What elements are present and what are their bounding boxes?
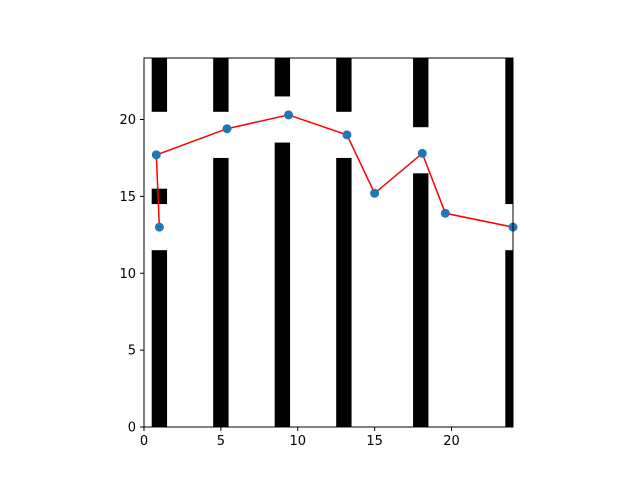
obstacle-bar-0 — [151, 250, 168, 427]
obstacle-bar-2 — [151, 58, 168, 112]
x-tick-label-0: 0 — [140, 434, 148, 449]
x-tick-label-10: 10 — [289, 434, 306, 449]
waypoint-marker-7 — [440, 208, 450, 218]
waypoint-marker-5 — [370, 188, 380, 198]
obstacle-bar-11 — [505, 250, 513, 427]
waypoint-marker-4 — [342, 130, 352, 140]
points-layer — [151, 110, 518, 232]
x-tick-label-20: 20 — [443, 434, 460, 449]
waypoint-marker-0 — [151, 150, 161, 160]
obstacle-bar-3 — [213, 157, 229, 427]
obstacle-bar-1 — [151, 188, 168, 205]
obstacle-bar-10 — [413, 58, 429, 128]
waypoint-marker-6 — [417, 148, 427, 158]
axes-frame — [143, 57, 514, 428]
y-axis-ticks: 0 5 10 15 20 — [119, 113, 144, 436]
obstacle-bar-8 — [336, 58, 352, 112]
obstacle-bar-12 — [505, 58, 513, 205]
obstacle-bar-4 — [213, 58, 229, 112]
obstacle-bar-6 — [274, 58, 291, 97]
obstacles-layer — [151, 58, 513, 427]
y-tick-label-15: 15 — [119, 190, 136, 205]
path-layer — [155, 114, 514, 228]
y-tick-label-10: 10 — [119, 267, 136, 282]
waypoint-marker-3 — [284, 110, 294, 120]
x-tick-label-5: 5 — [217, 434, 225, 449]
y-tick-label-0: 0 — [128, 421, 136, 436]
obstacle-bar-7 — [336, 157, 352, 427]
waypoint-marker-1 — [154, 222, 164, 232]
y-tick-label-20: 20 — [119, 113, 136, 128]
path-line — [155, 114, 514, 228]
x-axis-ticks: 0 5 10 15 20 — [140, 427, 460, 449]
y-tick-label-5: 5 — [128, 344, 136, 359]
x-tick-label-15: 15 — [366, 434, 383, 449]
obstacle-bar-9 — [413, 173, 429, 427]
waypoint-marker-2 — [222, 124, 232, 134]
obstacle-bar-5 — [274, 142, 291, 427]
